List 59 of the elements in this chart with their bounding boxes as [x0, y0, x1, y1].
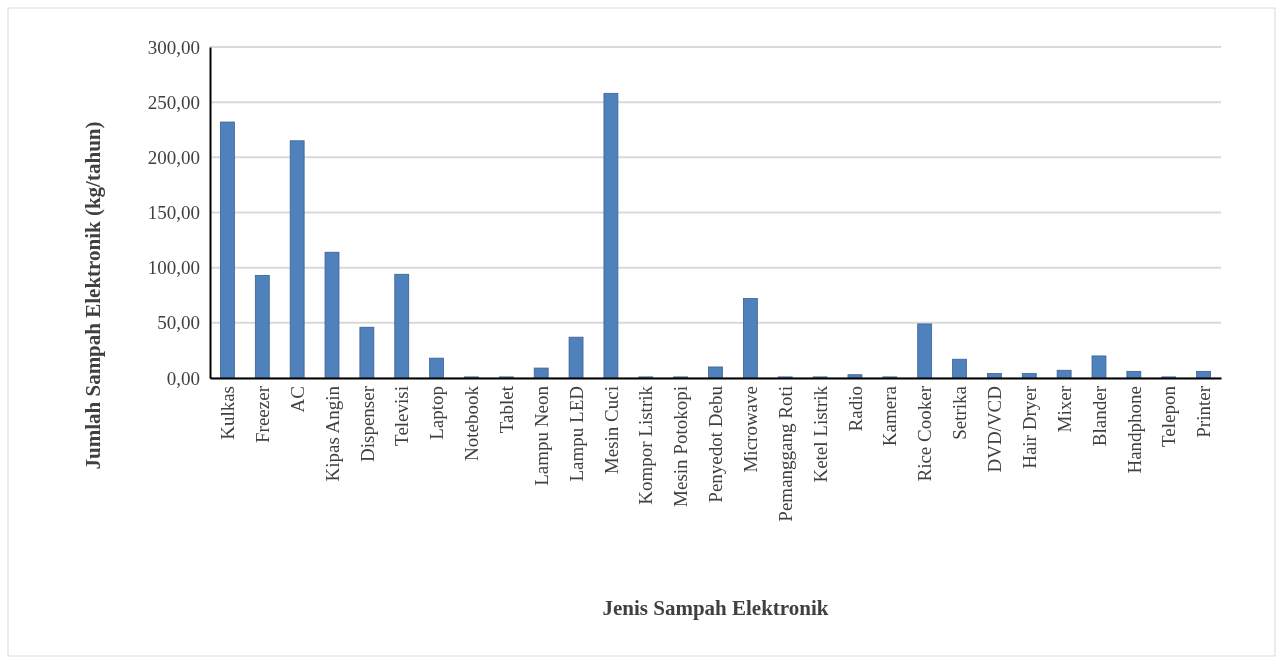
y-tick-label: 50,00: [157, 312, 200, 334]
bar: [742, 298, 758, 379]
x-tick-label: Ketel Listrik: [809, 385, 831, 483]
x-tick-label: Kipas Angin: [321, 385, 343, 482]
x-tick-label: Lampu LED: [565, 386, 587, 482]
bar: [289, 140, 305, 379]
y-tick-label: 100,00: [147, 257, 200, 279]
x-tick-label: DVD/VCD: [984, 386, 1006, 473]
bar: [917, 323, 933, 379]
bar: [708, 366, 723, 379]
bar: [847, 374, 863, 379]
y-tick-label: 200,00: [147, 146, 200, 168]
x-tick-label: Rice Cooker: [914, 385, 936, 482]
x-tick-label: Mesin Cuci: [600, 386, 622, 475]
x-tick-label: Printer: [1193, 385, 1215, 438]
bar: [568, 336, 584, 379]
x-tick-label: Kamera: [879, 385, 901, 447]
bar: [359, 326, 375, 379]
bar: [324, 251, 340, 379]
x-tick-label: Dispenser: [356, 385, 378, 462]
bar: [220, 121, 235, 379]
x-tick-label: Televisi: [391, 386, 413, 446]
x-tick-label: Kompor Listrik: [635, 385, 657, 505]
bar: [952, 358, 967, 379]
x-tick-label: Hair Dryer: [1018, 385, 1040, 469]
x-tick-label: Handphone: [1123, 386, 1145, 474]
bar: [1196, 370, 1211, 379]
x-tick-label: Mixer: [1053, 385, 1075, 433]
x-tick-label: Penyedot Debu: [705, 385, 727, 503]
x-tick-label: Tablet: [495, 385, 517, 434]
x-tick-label: Kulkas: [217, 386, 239, 440]
x-tick-label: Laptop: [426, 386, 448, 440]
y-tick-label: 300,00: [147, 36, 200, 58]
bar: [1091, 355, 1107, 379]
bar: [394, 273, 410, 379]
x-axis-title: Jenis Sampah Elektronik: [602, 596, 829, 620]
bar: [1056, 369, 1072, 379]
bar: [1021, 373, 1037, 379]
y-tick-label: 0,00: [166, 367, 200, 389]
y-tick-label: 250,00: [147, 91, 200, 113]
x-tick-label: AC: [286, 386, 308, 413]
x-tick-label: Radio: [844, 386, 866, 432]
bar: [1126, 370, 1142, 379]
x-tick-label: Pemanggang Roti: [774, 386, 796, 522]
bar: [987, 373, 1002, 379]
x-tick-label: Freezer: [251, 385, 273, 443]
bar: [603, 92, 619, 379]
x-tick-label: Mesin Potokopi: [670, 386, 692, 507]
bar: [533, 367, 549, 379]
x-tick-label: Lampu Neon: [530, 385, 552, 486]
bar: [254, 274, 270, 379]
x-tick-label: Setrika: [949, 385, 971, 440]
x-tick-label: Telepon: [1158, 385, 1180, 447]
y-axis-title: Jumlah Sampah Elektronik (kg/tahun): [81, 121, 105, 470]
y-tick-label: 150,00: [147, 202, 200, 224]
x-tick-label: Microwave: [740, 386, 762, 473]
x-tick-label: Notebook: [461, 385, 483, 461]
bar: [429, 357, 444, 379]
x-tick-label: Blander: [1088, 385, 1110, 447]
